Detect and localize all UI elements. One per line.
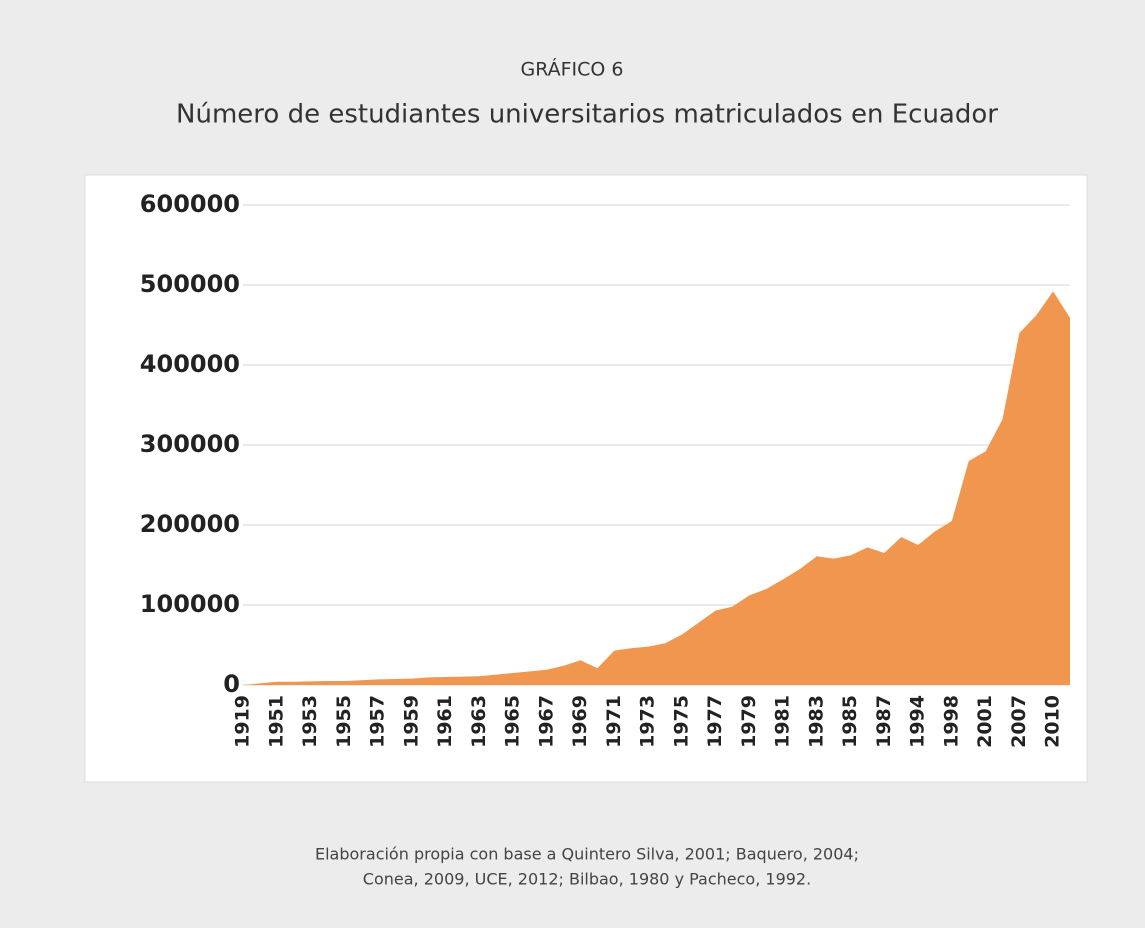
x-tick-label: 2007	[1008, 695, 1030, 748]
x-tick-label: 1973	[637, 695, 659, 748]
y-tick-label: 500000	[140, 270, 240, 298]
x-tick-label: 1969	[569, 695, 591, 748]
x-tick-label: 1953	[299, 695, 321, 748]
y-tick-label: 0	[223, 670, 240, 698]
x-tick-label: 1979	[738, 695, 760, 748]
x-tick-label: 1961	[434, 695, 456, 748]
x-tick-label: 1977	[704, 695, 726, 748]
x-tick-label: 1998	[940, 695, 962, 748]
y-tick-label: 300000	[140, 430, 240, 458]
x-tick-label: 1963	[468, 695, 490, 748]
x-tick-label: 1955	[333, 695, 355, 748]
source-note: Elaboración propia con base a Quintero S…	[315, 845, 859, 864]
x-tick-label: 1967	[535, 695, 557, 748]
x-tick-label: 1957	[367, 695, 389, 748]
area	[243, 291, 1070, 685]
y-tick-label: 600000	[140, 190, 240, 218]
y-tick-label: 200000	[140, 510, 240, 538]
x-tick-label: 1971	[603, 695, 625, 748]
source-note: Conea, 2009, UCE, 2012; Bilbao, 1980 y P…	[363, 870, 811, 889]
x-tick-label: 1985	[839, 695, 861, 748]
x-tick-label: 1983	[805, 695, 827, 748]
x-tick-label: 1919	[232, 695, 254, 748]
chart-title: GRÁFICO 6	[520, 58, 623, 81]
chart-subtitle: Número de estudiantes universitarios mat…	[176, 100, 998, 130]
x-tick-label: 1981	[772, 695, 794, 748]
x-tick-label: 1987	[873, 695, 895, 748]
x-tick-label: 1994	[907, 695, 929, 748]
x-tick-label: 2010	[1042, 695, 1064, 748]
x-tick-label: 1951	[265, 695, 287, 748]
x-tick-label: 1975	[670, 695, 692, 748]
x-tick-label: 1959	[400, 695, 422, 748]
x-tick-label: 1965	[502, 695, 524, 748]
y-tick-label: 100000	[140, 590, 240, 618]
y-tick-label: 400000	[140, 350, 240, 378]
x-tick-label: 2001	[974, 695, 996, 748]
